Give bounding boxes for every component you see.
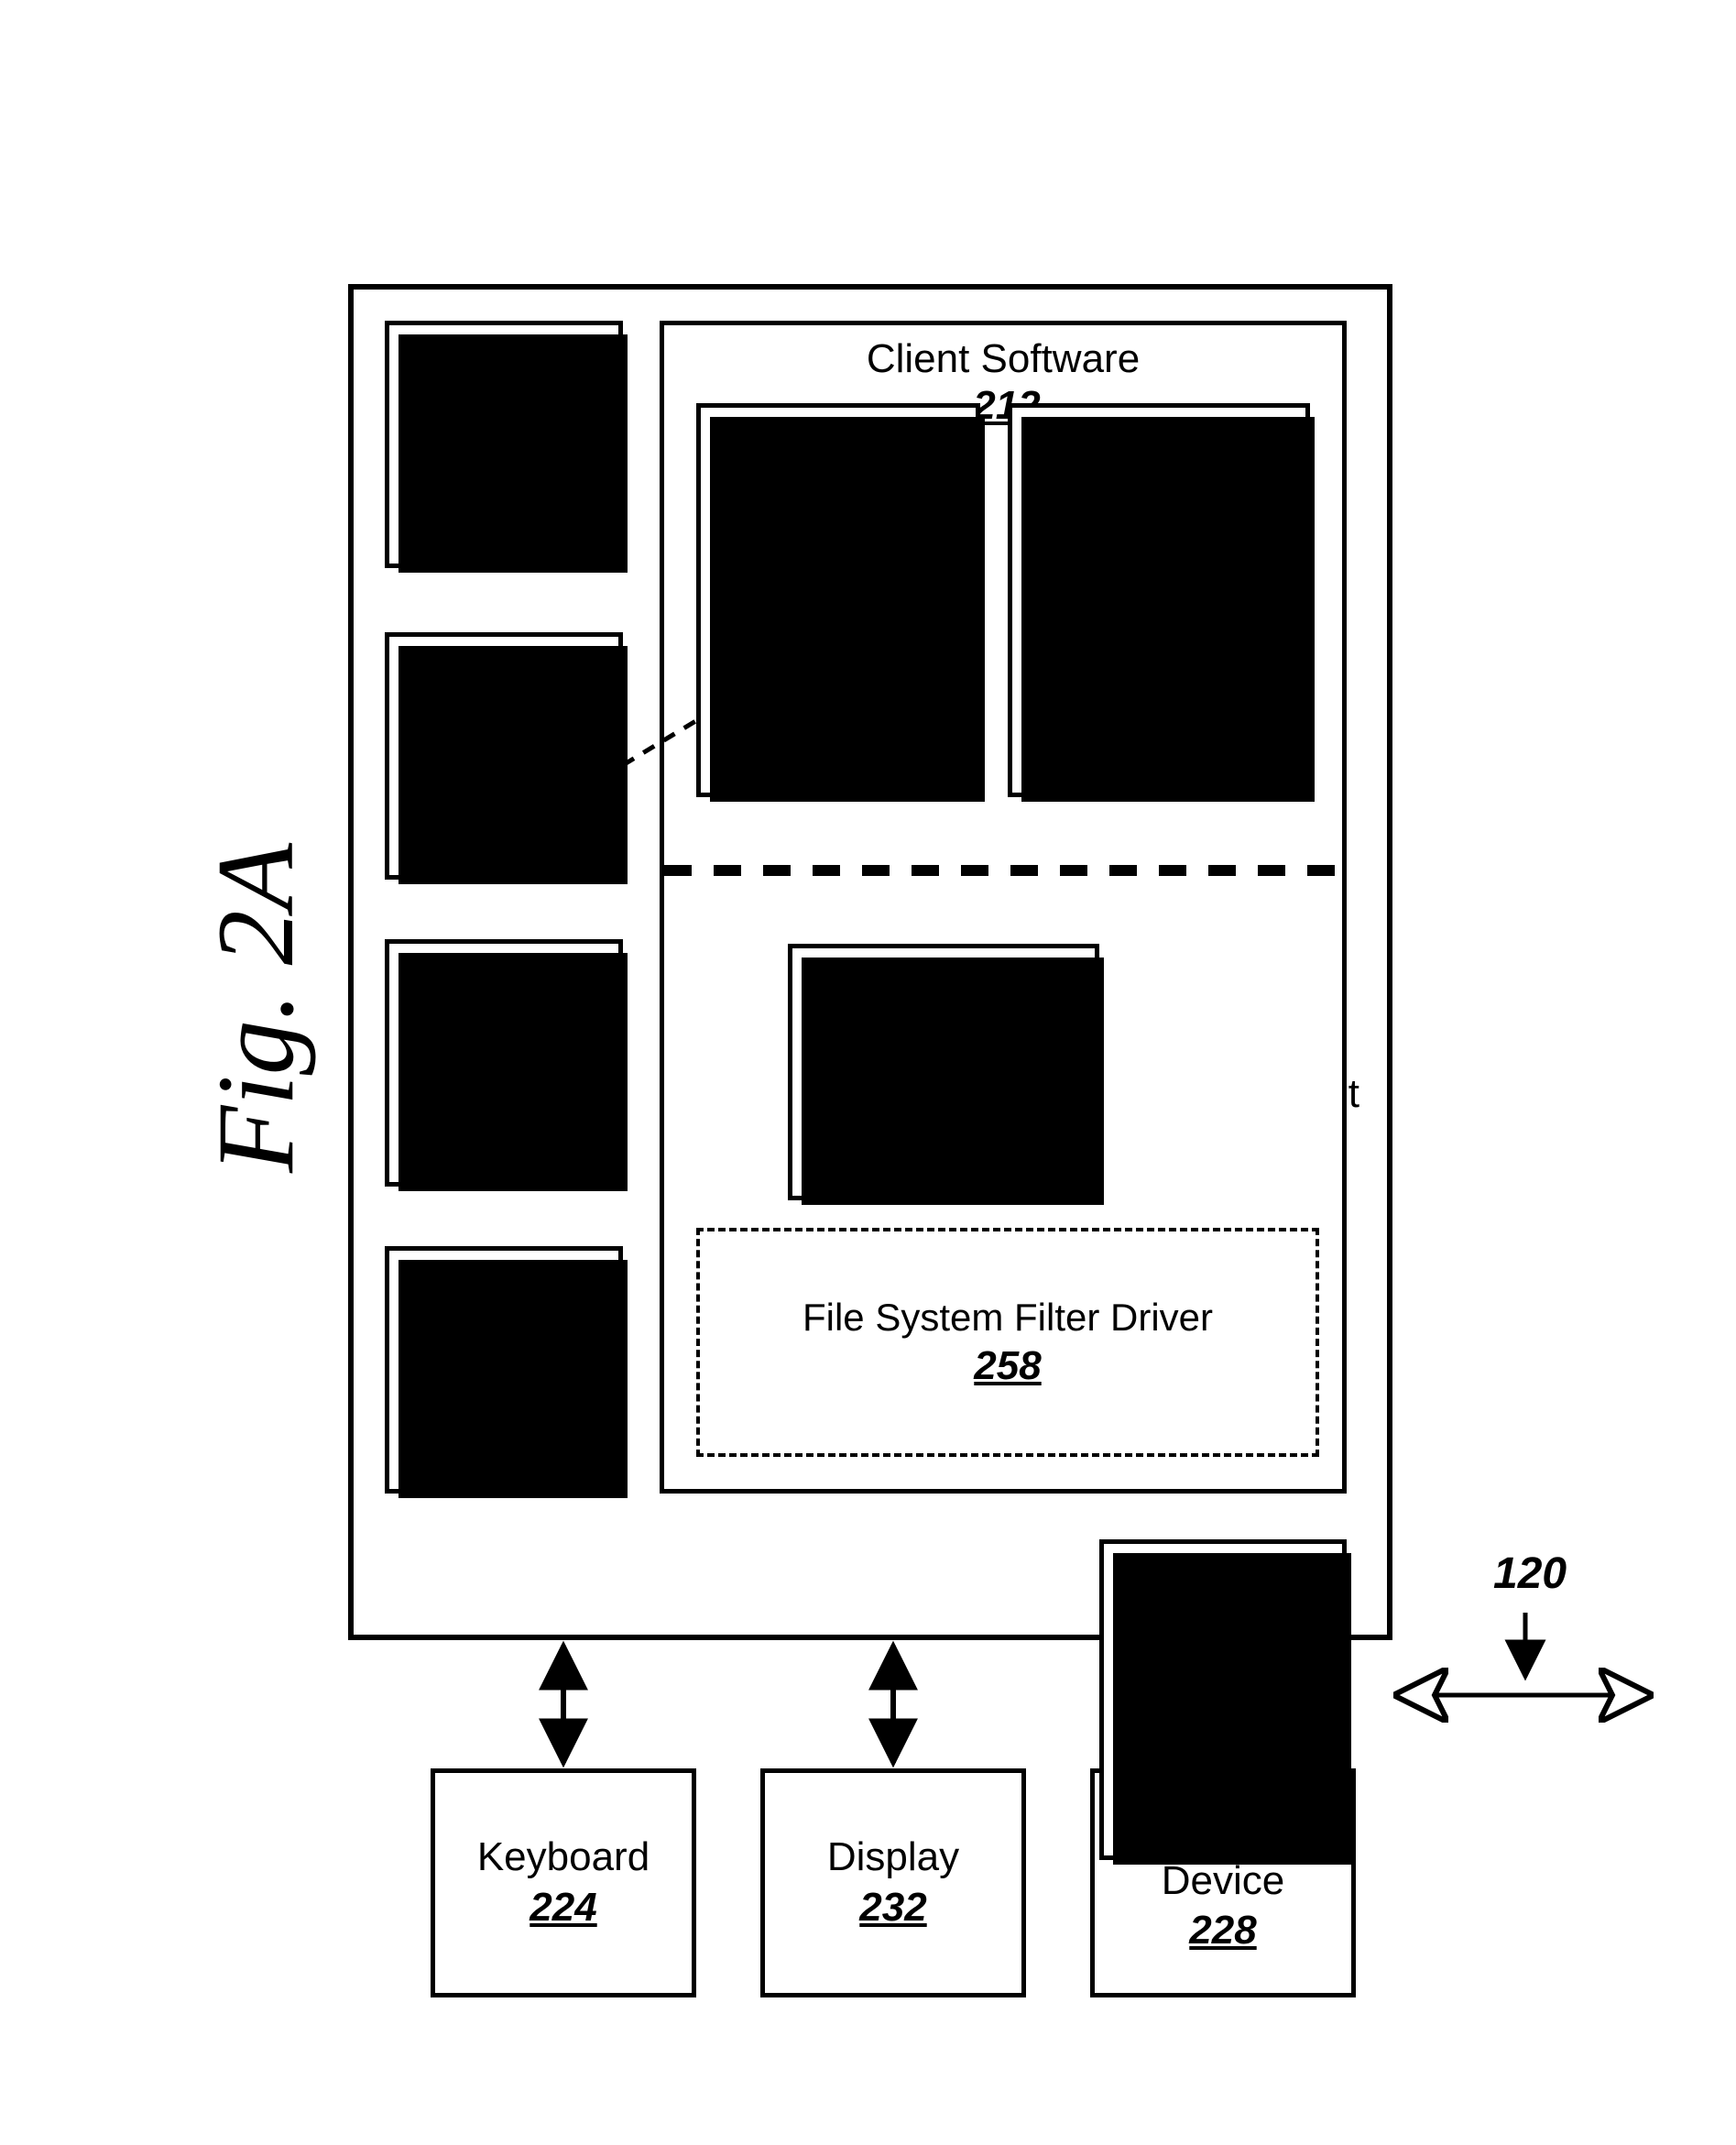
display-box: Display 232 bbox=[760, 1768, 1026, 1997]
persistent-storage-box: Persistent Storage 216 bbox=[385, 939, 623, 1187]
ref-120: 120 bbox=[1493, 1549, 1567, 1599]
operating-system-box: Operating System 208 bbox=[385, 632, 623, 880]
keyboard-box: Keyboard 224 bbox=[431, 1768, 696, 1997]
plugin-box: Plug-in 258 bbox=[1008, 403, 1310, 797]
figure-caption: Fig. 2A bbox=[192, 843, 319, 1173]
filter-driver-box: Filter Driver 254 bbox=[788, 944, 1099, 1200]
network-interface-box: Network Interface Module 220 bbox=[1099, 1539, 1347, 1860]
processor-box: Processor 200 bbox=[385, 1246, 623, 1494]
volatile-memory-box: Volatile Memory 204 bbox=[385, 321, 623, 568]
fs-filter-driver-box: File System Filter Driver 258 bbox=[696, 1228, 1319, 1457]
agent-box: Agent 250 bbox=[696, 403, 980, 797]
